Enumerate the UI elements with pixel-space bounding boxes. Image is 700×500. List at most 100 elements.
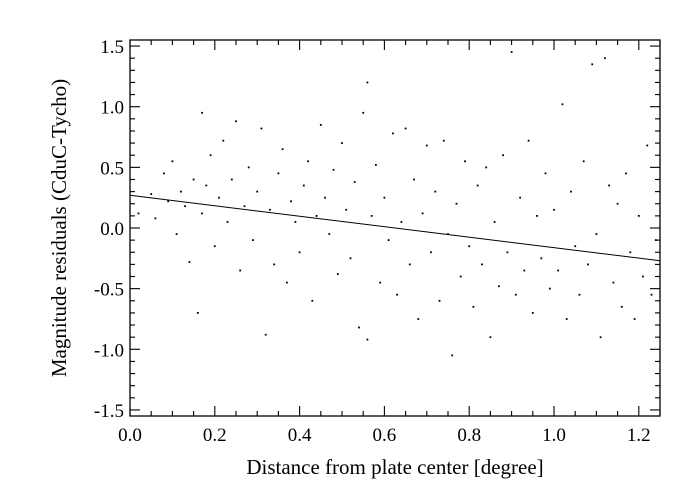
data-point [408,263,411,266]
data-point [341,142,343,144]
data-point [209,154,212,157]
data-point [506,251,509,254]
data-point [451,354,454,357]
data-points [137,51,657,357]
data-point [417,318,420,320]
data-point [548,287,551,290]
data-point [336,273,339,275]
data-point [459,275,462,278]
data-point [392,132,394,135]
data-point [230,178,233,181]
data-point [222,139,225,142]
data-point [595,233,598,235]
data-point [260,127,263,130]
data-point [612,281,615,284]
data-point [387,239,390,241]
data-point [243,205,246,208]
data-point [353,181,356,183]
data-point [163,172,165,175]
data-point [472,305,475,308]
data-point [481,263,483,266]
y-tick-label: 1.0 [100,98,124,119]
data-point [646,144,649,147]
x-tick-label: 0.4 [288,425,312,446]
data-point [294,221,297,223]
data-point [366,338,369,341]
data-point [366,81,369,84]
data-point [544,172,547,175]
data-point [281,148,284,151]
data-point [345,208,348,211]
data-point [201,212,203,215]
data-point [476,184,479,187]
data-point [180,190,182,193]
data-point [574,245,577,248]
data-point [430,251,432,254]
data-point [540,257,543,260]
x-tick-label: 0.6 [373,425,397,446]
data-point [201,111,203,114]
data-point [362,111,365,114]
data-point [375,164,377,166]
data-point [489,336,492,339]
data-point [358,326,360,329]
data-point [434,190,437,193]
data-point [150,193,153,195]
data-point [510,51,513,53]
x-tick-label: 1.0 [542,425,566,446]
data-point [455,202,458,205]
y-tick-label: -0.5 [94,280,124,301]
data-point [637,215,640,217]
data-point [239,269,242,272]
data-point [277,172,280,175]
data-point [188,261,191,263]
data-point [273,263,276,266]
data-point [629,251,632,254]
data-point [620,305,623,308]
data-point [633,318,636,320]
y-tick-label: 1.5 [100,37,124,58]
data-point [213,245,216,248]
data-point [396,293,398,296]
data-point [523,269,526,272]
data-point [315,215,318,217]
data-point [319,124,322,126]
data-point [527,139,530,142]
data-point [235,120,237,123]
data-point [404,127,407,130]
data-point [264,333,267,336]
data-point [570,190,572,193]
x-axis: 0.0 0.2 0.4 0.6 0.8 1.0 1.2 [118,40,661,446]
data-point [531,312,534,314]
y-tick-label: -1.5 [94,401,124,422]
data-point [192,178,195,181]
data-point [137,212,140,215]
x-tick-label: 0.8 [457,425,481,446]
data-point [464,160,466,163]
data-point [196,312,199,314]
data-point [493,221,496,223]
fit-line [129,194,661,262]
y-tick-label: 0.0 [100,219,124,240]
data-point [561,103,564,106]
data-point [290,200,292,203]
data-point [553,208,555,211]
data-point [332,168,335,171]
data-point [370,215,373,217]
data-point [413,178,415,181]
data-point [578,293,581,296]
data-point [175,233,178,235]
data-point [324,196,326,199]
data-point [205,184,208,187]
data-point [442,139,445,142]
data-point [184,205,186,208]
data-point [425,144,428,147]
data-point [383,196,386,199]
data-point [252,239,254,241]
data-point [565,318,568,320]
data-point [256,190,259,193]
data-point [226,221,229,223]
y-axis-label: Magnitude residuals (CduC-Tycho) [47,79,71,377]
data-point [302,184,305,187]
